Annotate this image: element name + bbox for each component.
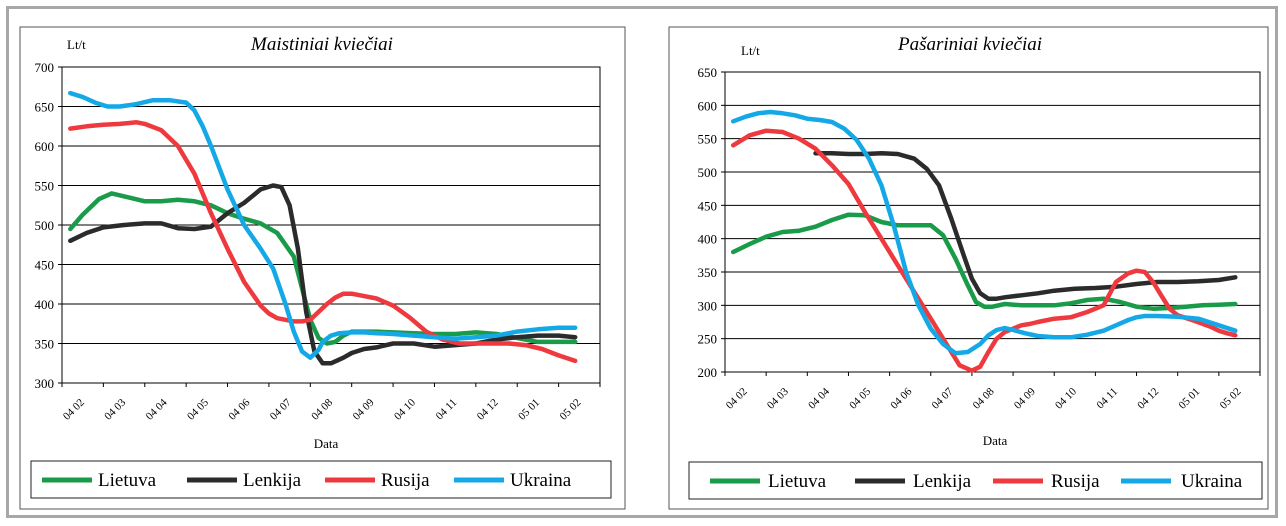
- right-xtick-label: 04 12: [1135, 386, 1161, 412]
- left-ytick-label: 350: [35, 337, 55, 352]
- right-xtick-label: 04 11: [1094, 386, 1120, 412]
- left-xtick-label: 04 08: [309, 396, 335, 422]
- right-xlabel: Data: [983, 433, 1008, 448]
- right-ylabel: Lt/t: [741, 43, 760, 58]
- left-xtick-label: 04 02: [61, 397, 87, 423]
- right-xtick-label: 04 06: [888, 385, 914, 411]
- right-xtick-label: 04 02: [724, 386, 750, 412]
- left-xtick-label: 05 02: [558, 397, 584, 423]
- right-legend-label-lenkija: Lenkija: [913, 471, 972, 492]
- right-legend-label-ukraina: Ukraina: [1181, 471, 1243, 492]
- left-xtick-label: 04 09: [351, 396, 377, 422]
- right-xtick-label: 04 04: [806, 385, 832, 411]
- right-ytick-label: 350: [698, 265, 718, 280]
- right-series-line-lietuva: [730, 212, 1238, 311]
- right-xtick-label: 04 07: [930, 385, 956, 411]
- right-xtick-label: 05 02: [1218, 386, 1244, 412]
- right-chart-title: Pašariniai kviečiai: [897, 34, 1042, 55]
- left-panel-border: [19, 26, 626, 510]
- left-ylabel: Lt/t: [67, 37, 86, 52]
- right-ytick-label: 200: [698, 365, 718, 380]
- left-chart-title: Maistiniai kviečiai: [250, 34, 393, 55]
- left-xtick-label: 05 01: [516, 397, 542, 423]
- left-series-line-ukraina: [68, 90, 578, 360]
- left-legend-label-ukraina: Ukraina: [510, 470, 572, 491]
- left-legend-box: [30, 460, 612, 499]
- left-xtick-label: 04 07: [268, 396, 294, 422]
- right-ytick-label: 500: [698, 165, 718, 180]
- left-ytick-label: 450: [35, 258, 55, 273]
- left-legend-label-lietuva: Lietuva: [98, 470, 157, 491]
- chart-frame: [6, 6, 1278, 518]
- right-xtick-label: 04 08: [971, 385, 997, 411]
- left-xtick-label: 04 04: [144, 396, 170, 422]
- left-ytick-label: 550: [35, 179, 55, 194]
- right-plot-area: [724, 71, 1261, 373]
- right-ytick-label: 400: [698, 232, 718, 247]
- left-ytick-label: 650: [35, 100, 55, 115]
- right-xtick-label: 05 01: [1176, 386, 1202, 412]
- right-xtick-label: 04 05: [847, 385, 873, 411]
- right-panel-border: [668, 26, 1269, 510]
- right-ytick-label: 600: [698, 98, 718, 113]
- left-ytick-label: 400: [35, 297, 55, 312]
- left-xtick-label: 04 05: [185, 396, 211, 422]
- left-xlabel: Data: [314, 436, 339, 451]
- right-ytick-label: 550: [698, 132, 718, 147]
- right-legend-label-lietuva: Lietuva: [768, 471, 827, 492]
- left-ytick-label: 500: [35, 218, 55, 233]
- left-xtick-label: 04 03: [102, 396, 128, 422]
- left-xtick-label: 04 10: [392, 396, 418, 422]
- right-xtick-label: 04 03: [765, 385, 791, 411]
- right-series-line-rusija: [730, 128, 1238, 373]
- right-ytick-label: 250: [698, 332, 718, 347]
- left-ytick-label: 700: [35, 60, 55, 75]
- right-ytick-label: 300: [698, 298, 718, 313]
- right-ytick-label: 450: [698, 198, 718, 213]
- left-ytick-label: 600: [35, 139, 55, 154]
- right-series-line-ukraina: [730, 109, 1238, 356]
- right-xtick-label: 04 10: [1053, 385, 1079, 411]
- left-xtick-label: 04 11: [434, 397, 460, 423]
- left-legend-label-rusija: Rusija: [381, 470, 430, 491]
- right-xtick-label: 04 09: [1012, 385, 1038, 411]
- left-xtick-label: 04 06: [226, 396, 252, 422]
- left-xtick-label: 04 12: [475, 397, 501, 423]
- right-series-line-lenkija: [813, 151, 1238, 301]
- left-ytick-label: 300: [35, 376, 55, 391]
- left-legend-label-lenkija: Lenkija: [243, 470, 302, 491]
- right-ytick-label: 650: [698, 65, 718, 80]
- right-legend-label-rusija: Rusija: [1051, 471, 1100, 492]
- left-series-line-rusija: [68, 120, 578, 364]
- left-series-line-lietuva: [68, 191, 578, 346]
